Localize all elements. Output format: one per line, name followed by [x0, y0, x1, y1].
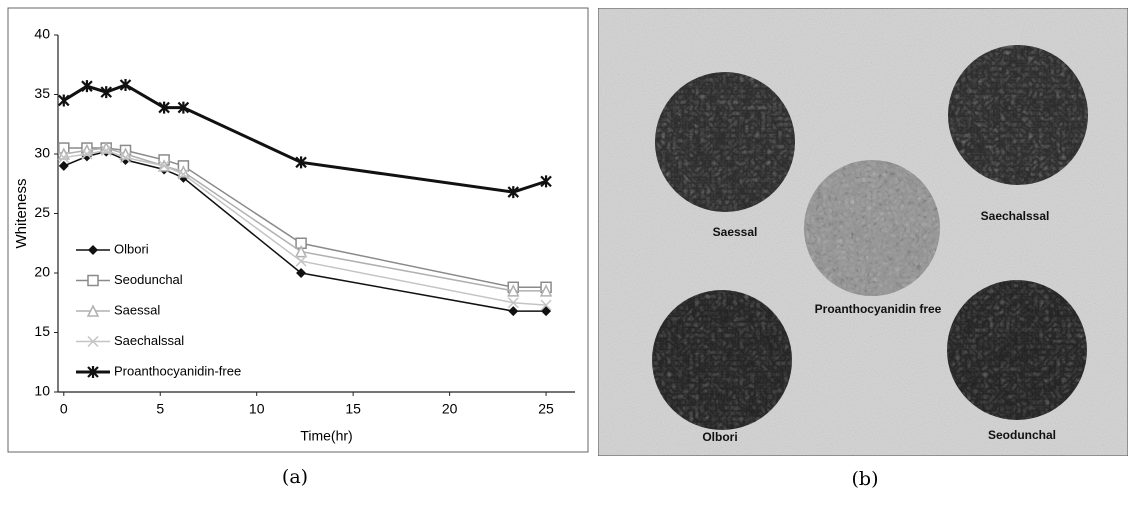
legend: Olbori Seodunchal Saessal Saechalssal Proant…: [76, 241, 241, 378]
marker: [119, 152, 132, 164]
legend-marker: [86, 304, 100, 317]
legend-marker: [87, 274, 99, 287]
marker: [296, 268, 307, 278]
photo-label: Olbori: [702, 430, 737, 444]
caption: (a): [282, 466, 308, 488]
rice-texture: [948, 45, 1088, 185]
x-tick-label: 10: [249, 401, 265, 417]
y-tick-label: 40: [34, 26, 50, 42]
marker: [100, 86, 113, 99]
marker: [119, 78, 132, 91]
marker: [58, 152, 70, 164]
x-tick-label: 25: [538, 401, 554, 417]
legend-marker: [88, 245, 98, 255]
line-chart: 10 15 20 25 30 35 40 0 5 10 15 20 25 Time(hr) Whitenes…: [13, 26, 575, 444]
marker: [540, 175, 552, 188]
marker: [81, 148, 93, 160]
y-tick-label: 20: [34, 264, 50, 280]
photo-label: Saechalssal: [981, 209, 1050, 223]
y-axis-label: Whiteness: [13, 178, 30, 248]
legend-marker: [87, 335, 99, 348]
legend-label: Saechalssal: [114, 333, 184, 348]
marker: [507, 186, 520, 199]
legend-label: Saessal: [114, 302, 160, 317]
x-axis-label: Time(hr): [300, 428, 352, 444]
rice-texture: [655, 72, 795, 212]
y-tick-label: 25: [34, 204, 50, 220]
marker: [100, 144, 112, 156]
y-tick-label: 15: [34, 323, 50, 339]
marker: [294, 244, 308, 258]
photo-label: Proanthocyanidin free: [815, 302, 942, 316]
legend-label: Proanthocyanidin-free: [114, 363, 241, 378]
marker: [507, 284, 520, 297]
marker: [158, 101, 170, 114]
rice-texture: [804, 160, 940, 296]
marker: [177, 168, 189, 180]
marker: [295, 255, 307, 267]
x-tick-label: 5: [156, 401, 164, 417]
marker: [58, 94, 70, 107]
legend-label: Olbori: [114, 241, 149, 256]
legend-label: Seodunchal: [114, 272, 183, 287]
marker: [539, 284, 553, 297]
marker: [158, 160, 170, 172]
x-tick-label: 15: [345, 401, 361, 417]
marker: [81, 80, 93, 93]
photo: Saessal Saechalssal Proanthocyanidin fre…: [597, 7, 1129, 457]
photo-label: Saessal: [713, 225, 758, 239]
marker: [177, 101, 190, 114]
panel-a-frame: [7, 7, 589, 453]
y-tick-label: 35: [34, 85, 50, 101]
marker: [295, 156, 307, 169]
x-tick-label: 0: [60, 401, 68, 417]
x-tick-label: 20: [442, 401, 458, 417]
photo-label: Seodunchal: [988, 428, 1056, 442]
y-tick-label: 30: [34, 145, 50, 161]
caption: (b): [852, 468, 879, 490]
marker: [58, 160, 69, 171]
marker: [508, 306, 519, 317]
rice-texture: [652, 290, 792, 430]
legend-marker: [87, 366, 99, 378]
marker: [507, 297, 519, 309]
rice-texture: [947, 280, 1087, 420]
marker: [540, 299, 552, 311]
y-tick-label: 10: [34, 383, 50, 399]
